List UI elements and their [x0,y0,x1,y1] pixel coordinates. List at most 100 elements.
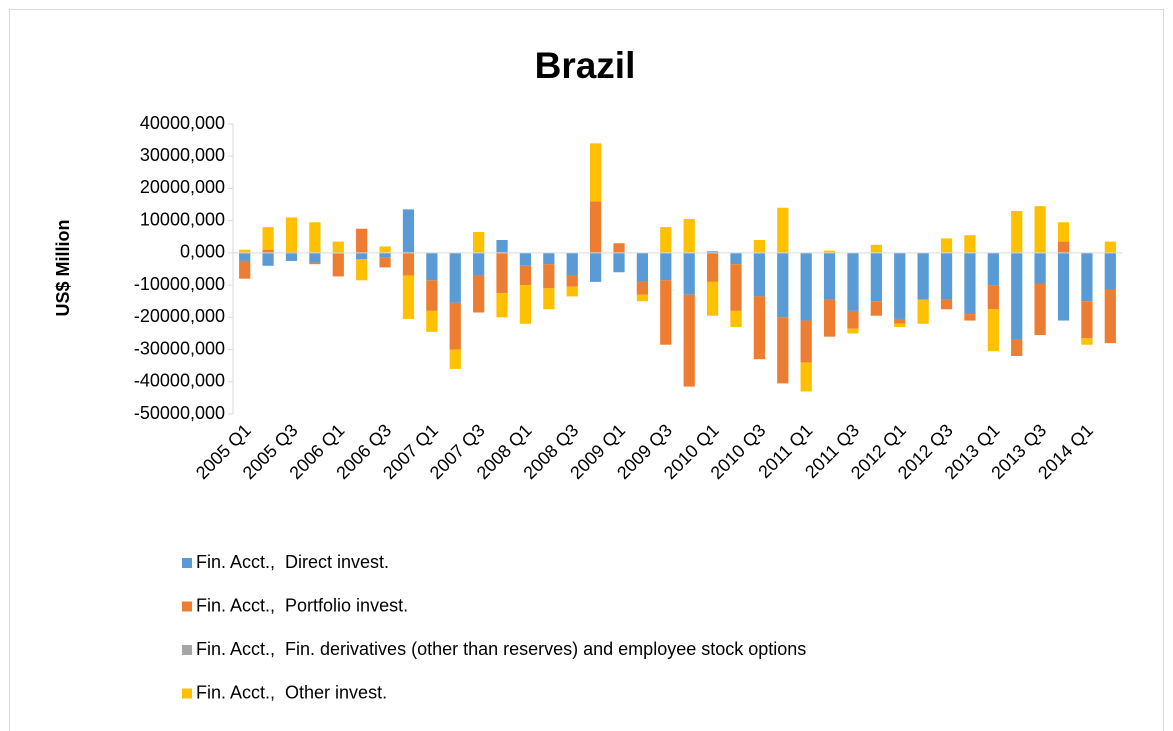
bar-segment [1034,283,1046,336]
bar-segment [402,252,415,276]
bar-segment [402,209,415,253]
legend-label: Fin. Acct., Fin. derivatives (other than… [196,639,806,659]
bar-segment [1011,339,1023,356]
bar-segment [683,252,695,295]
bar-segment [1034,252,1046,284]
bar-segment [870,252,882,302]
bar-segment [543,252,555,265]
y-tick-label: -50000,000 [134,403,225,423]
bar-segment [239,252,251,261]
bar-segment [940,299,953,310]
bar-segment [356,252,368,260]
legend-swatch [182,601,192,612]
bar-segment [262,249,274,253]
legend-label: Fin. Acct., Portfolio invest. [196,595,408,615]
bar-segment [543,264,555,289]
legend-swatch [182,645,192,655]
bar-segment [894,252,906,319]
bar-segment [800,362,812,392]
bar-segment [730,264,742,311]
bar-segment [309,262,321,265]
bar-segment [823,252,836,300]
bar-segment [590,252,602,282]
bar-segment [683,219,695,253]
bar-segment [847,310,859,329]
y-tick-label: 0,000 [180,242,225,262]
bar-segment [426,252,438,281]
y-tick-label: -40000,000 [134,371,225,391]
bar-segment [519,265,532,286]
bar-segment [987,285,999,310]
bar-segment [379,246,391,253]
bar-segment [566,286,578,297]
bar-segment [379,257,391,268]
bar-segment [800,252,812,321]
y-tick-label: 10000,000 [140,209,225,229]
bar-segment [706,281,719,316]
bar-segment [519,252,532,266]
bar-segment [636,294,649,302]
bar-segment [660,227,672,253]
legend-swatch [182,688,192,699]
bar-segment [1104,241,1116,253]
bar-segment [356,259,368,281]
bar-segment [870,244,882,253]
bar-segment [1011,211,1023,253]
bar-segment [262,252,274,266]
bar-segment [519,285,532,324]
bar-segment [870,301,882,316]
bar-segment [1057,241,1070,253]
bar-segment [964,252,976,315]
bar-segment [706,252,719,282]
bar-segment [964,235,976,253]
bar-segment [800,320,812,363]
y-tick-label: -30000,000 [134,338,225,358]
bar-segment [660,252,672,281]
bar-segment [496,293,508,318]
bar-segment [1011,252,1023,340]
bar-segment [473,231,485,253]
y-tick-label: -20000,000 [134,306,225,326]
bar-segment [753,252,765,297]
y-tick-label: 40000,000 [140,113,225,133]
bar-segment [706,251,719,253]
bar-segment [894,323,906,327]
bar-segment [1104,252,1116,290]
bar-segment [1057,222,1070,242]
bar-segment [449,252,461,303]
bar-segment [285,252,298,261]
bar-segment [636,252,649,282]
bar-segment [566,275,578,287]
bar-segment [262,227,274,250]
bar-segment [987,309,999,352]
bar-segment [777,207,789,253]
y-axis-title: US$ Million [53,219,73,316]
bar-segment [402,275,415,319]
bar-segment [239,260,251,279]
bar-segment [753,240,765,253]
bar-segment [309,252,321,263]
bar-segment [777,317,789,384]
bar-segment [309,222,321,253]
bar-segment [449,349,461,369]
bar-segment [660,280,672,345]
bar-segment [894,318,906,324]
y-tick-label: -10000,000 [134,274,225,294]
bar-segment [1081,301,1093,339]
legend-label: Fin. Acct., Other invest. [196,682,387,702]
bar-segment [426,310,438,332]
bar-segment [613,243,625,253]
bar-segment [285,217,298,252]
bar-segment [613,252,625,273]
bar-segment [1034,206,1046,253]
bar-segment [356,228,368,253]
bar-segment [1081,252,1093,302]
bar-segment [496,240,508,253]
bar-segment [917,299,929,324]
legend-label: Fin. Acct., Direct invest. [196,552,389,572]
chart-border [9,9,1164,731]
bar-segment [543,288,555,310]
bar-segment [753,296,765,360]
bar-segment [239,249,251,253]
bar-segment [940,238,953,253]
